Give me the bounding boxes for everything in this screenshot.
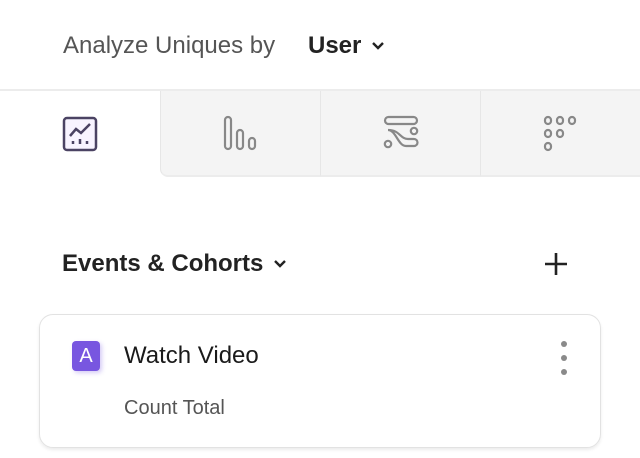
tab-bar[interactable] [160,91,320,177]
selected-value: User [308,32,362,59]
line-chart-icon [62,116,98,152]
bar-chart-icon [223,115,256,151]
header: Analyze Uniques by User [0,0,640,91]
plus-icon[interactable] [543,251,569,277]
flows-icon [383,115,419,149]
event-measure[interactable]: Count Total [124,397,225,419]
section-title: Events & Cohorts [62,250,264,277]
tab-retention[interactable] [480,91,640,177]
tab-flows[interactable] [320,91,480,177]
event-letter-badge: A [72,341,100,371]
events-cohorts-dropdown[interactable]: Events & Cohorts [62,250,287,278]
tab-insights[interactable] [0,91,160,177]
event-card[interactable]: A Watch Video Count Total [39,314,601,448]
chevron-down-icon [372,42,385,50]
more-options-icon[interactable] [556,341,572,375]
analyze-by-dropdown[interactable]: User [308,32,385,60]
analyze-label: Analyze Uniques by [63,32,276,59]
chevron-down-icon [274,260,287,268]
chart-type-tabs [0,91,640,177]
event-name[interactable]: Watch Video [124,342,259,369]
retention-grid-icon [543,115,576,152]
